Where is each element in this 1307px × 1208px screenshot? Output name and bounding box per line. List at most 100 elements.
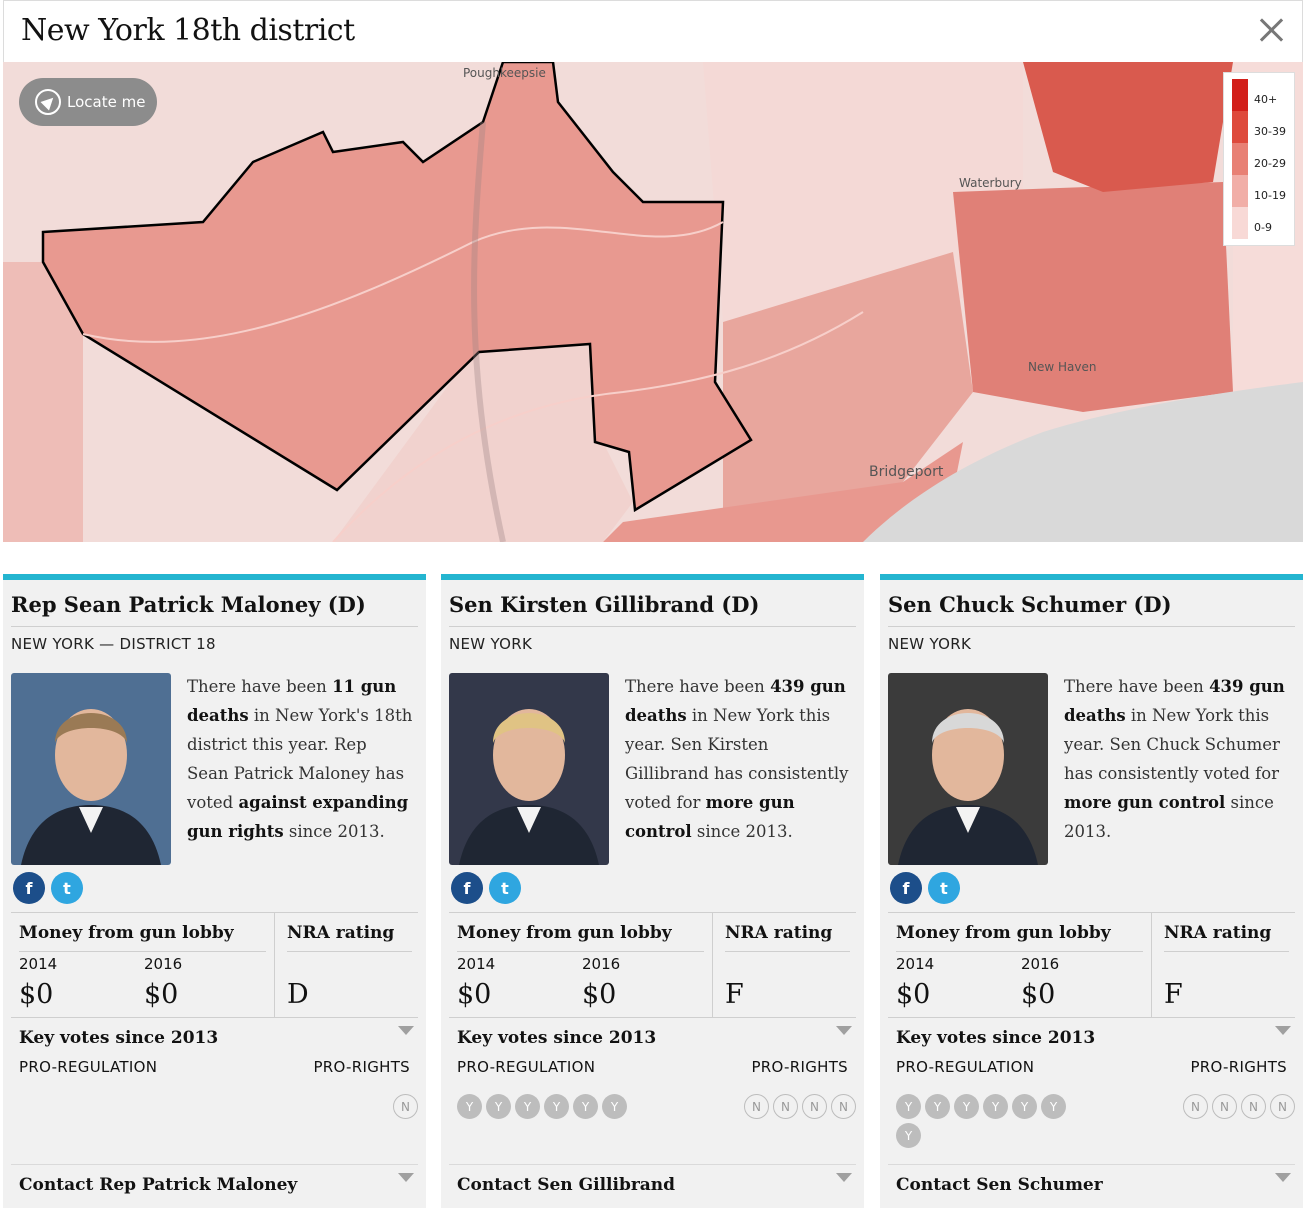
legend-swatch — [1232, 175, 1248, 207]
vote-yes-badge[interactable]: Y — [896, 1094, 921, 1119]
close-icon[interactable] — [1254, 13, 1288, 47]
portrait-image — [449, 673, 609, 865]
pro-rights-votes: N — [393, 1094, 418, 1119]
representative-name: Rep Sean Patrick Maloney (D) — [11, 592, 366, 617]
page-title: New York 18th district — [21, 13, 355, 48]
legend-row: 10-19 — [1230, 175, 1288, 207]
representative-photo — [888, 673, 1048, 865]
pro-regulation-label: PRO-REGULATION — [19, 1058, 158, 1076]
key-votes-heading: Key votes since 2013 — [457, 1028, 657, 1048]
legend-row: 20-29 — [1230, 143, 1288, 175]
vote-no-badge[interactable]: N — [1241, 1094, 1266, 1119]
legend-label: 10-19 — [1254, 189, 1286, 202]
representative-bio: There have been 439 gun deaths in New Yo… — [625, 677, 849, 841]
representative-card: Sen Kirsten Gillibrand (D) NEW YORK Ther… — [441, 574, 864, 1208]
representative-bio: There have been 11 gun deaths in New Yor… — [187, 677, 413, 841]
legend-label: 20-29 — [1254, 157, 1286, 170]
vote-yes-badge[interactable]: Y — [954, 1094, 979, 1119]
money-year-2014: 2014 — [19, 955, 58, 973]
key-votes-expand-icon[interactable] — [1275, 1026, 1291, 1035]
facebook-icon[interactable]: f — [451, 872, 483, 904]
twitter-icon[interactable]: t — [489, 872, 521, 904]
vote-yes-badge[interactable]: Y — [486, 1094, 511, 1119]
map-place-label: New Haven — [1028, 360, 1097, 374]
vote-no-badge[interactable]: N — [1183, 1094, 1208, 1119]
nra-heading: NRA rating — [725, 923, 833, 943]
divider — [888, 1164, 1295, 1165]
vote-yes-badge[interactable]: Y — [515, 1094, 540, 1119]
legend-swatch — [1232, 143, 1248, 175]
divider — [449, 1017, 856, 1018]
location-arrow-icon — [35, 89, 61, 115]
contact-expand-icon[interactable] — [398, 1173, 414, 1182]
key-votes-expand-icon[interactable] — [398, 1026, 414, 1035]
vote-yes-badge[interactable]: Y — [1012, 1094, 1037, 1119]
contact-heading[interactable]: Contact Rep Patrick Maloney — [19, 1175, 298, 1195]
contact-heading[interactable]: Contact Sen Schumer — [896, 1175, 1103, 1195]
money-value-2014: $0 — [457, 979, 492, 1010]
money-heading: Money from gun lobby — [896, 923, 1111, 943]
vote-yes-badge[interactable]: Y — [896, 1123, 921, 1148]
money-year-2016: 2016 — [1021, 955, 1060, 973]
vote-no-badge[interactable]: N — [1212, 1094, 1237, 1119]
district-map[interactable]: Locate me Poughkeepsie Waterbury New Hav… — [3, 62, 1303, 542]
contact-heading[interactable]: Contact Sen Gillibrand — [457, 1175, 676, 1195]
gun-lobby-money: Money from gun lobby 2014 2016 $0 $0 — [11, 913, 275, 1017]
divider — [449, 1164, 856, 1165]
money-year-2014: 2014 — [457, 955, 496, 973]
nra-heading: NRA rating — [1164, 923, 1272, 943]
map-place-label: Waterbury — [959, 176, 1022, 190]
contact-expand-icon[interactable] — [836, 1173, 852, 1182]
map-place-label: Bridgeport — [869, 464, 944, 480]
divider — [896, 951, 1143, 952]
key-votes-expand-icon[interactable] — [836, 1026, 852, 1035]
nra-grade: F — [1164, 979, 1183, 1010]
vote-no-badge[interactable]: N — [773, 1094, 798, 1119]
nra-rating: NRA rating D — [275, 913, 418, 1017]
money-year-2016: 2016 — [582, 955, 621, 973]
facebook-icon[interactable]: f — [890, 872, 922, 904]
vote-no-badge[interactable]: N — [744, 1094, 769, 1119]
representative-name: Sen Chuck Schumer (D) — [888, 592, 1172, 617]
representative-card: Rep Sean Patrick Maloney (D) NEW YORK — … — [3, 574, 426, 1208]
portrait-image — [888, 673, 1048, 865]
nra-grade: D — [287, 979, 309, 1010]
divider — [888, 1017, 1295, 1018]
representative-bio: There have been 439 gun deaths in New Yo… — [1064, 677, 1285, 841]
divider — [11, 1164, 418, 1165]
representative-name: Sen Kirsten Gillibrand (D) — [449, 592, 760, 617]
contact-expand-icon[interactable] — [1275, 1173, 1291, 1182]
vote-no-badge[interactable]: N — [1270, 1094, 1295, 1119]
social-links: f t — [890, 872, 960, 904]
map-legend: 40+ 30-39 20-29 10-19 0-9 — [1223, 72, 1295, 246]
locate-me-button[interactable]: Locate me — [19, 78, 157, 126]
nra-rating: NRA rating F — [713, 913, 856, 1017]
nra-rating: NRA rating F — [1152, 913, 1295, 1017]
vote-no-badge[interactable]: N — [831, 1094, 856, 1119]
legend-swatch — [1232, 79, 1248, 111]
vote-yes-badge[interactable]: Y — [925, 1094, 950, 1119]
pro-rights-label: PRO-RIGHTS — [313, 1058, 410, 1076]
vote-yes-badge[interactable]: Y — [544, 1094, 569, 1119]
twitter-icon[interactable]: t — [928, 872, 960, 904]
gun-lobby-money: Money from gun lobby 2014 2016 $0 $0 — [888, 913, 1152, 1017]
vote-no-badge[interactable]: N — [802, 1094, 827, 1119]
money-value-2016: $0 — [1021, 979, 1056, 1010]
vote-yes-badge[interactable]: Y — [573, 1094, 598, 1119]
legend-label: 40+ — [1254, 93, 1278, 106]
representative-card: Sen Chuck Schumer (D) NEW YORK There hav… — [880, 574, 1303, 1208]
money-year-2016: 2016 — [144, 955, 183, 973]
divider — [449, 912, 856, 913]
vote-yes-badge[interactable]: Y — [1041, 1094, 1066, 1119]
vote-yes-badge[interactable]: Y — [983, 1094, 1008, 1119]
vote-yes-badge[interactable]: Y — [602, 1094, 627, 1119]
vote-no-badge[interactable]: N — [393, 1094, 418, 1119]
pro-regulation-label: PRO-REGULATION — [457, 1058, 596, 1076]
facebook-icon[interactable]: f — [13, 872, 45, 904]
nra-heading: NRA rating — [287, 923, 395, 943]
twitter-icon[interactable]: t — [51, 872, 83, 904]
money-heading: Money from gun lobby — [19, 923, 234, 943]
legend-swatch — [1232, 207, 1248, 239]
vote-yes-badge[interactable]: Y — [457, 1094, 482, 1119]
